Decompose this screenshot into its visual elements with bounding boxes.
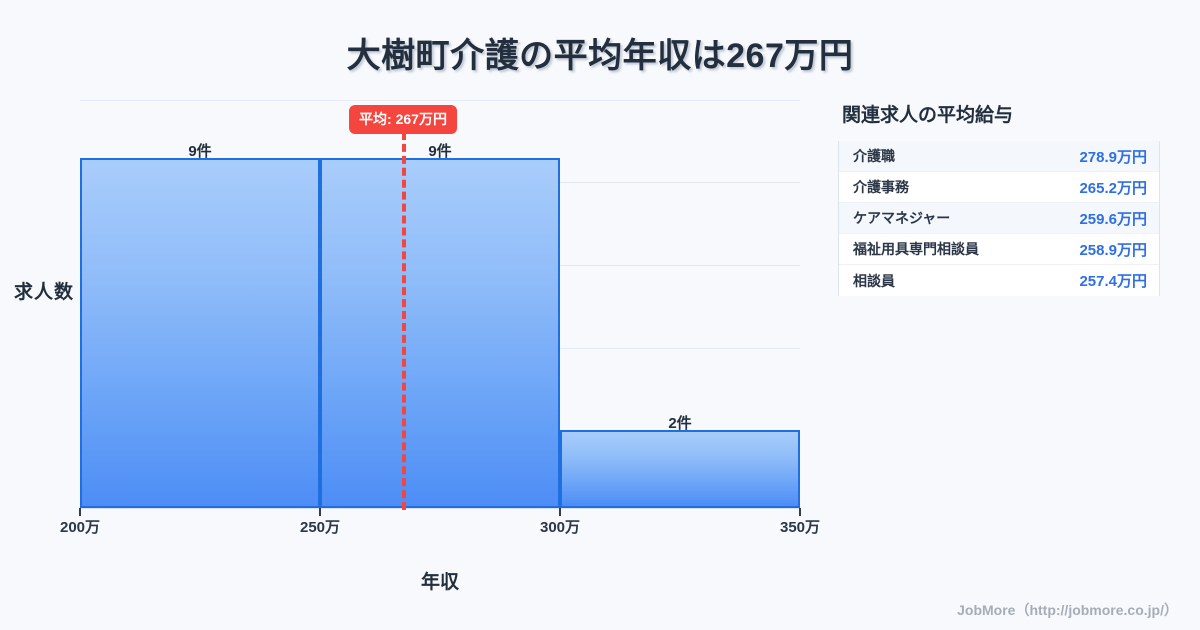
x-axis-line <box>80 508 800 509</box>
job-title-label: 介護事務 <box>853 179 909 195</box>
x-tick-mark <box>319 508 321 516</box>
related-salary-title: 関連求人の平均給与 <box>842 105 1014 126</box>
x-tick-mark <box>559 508 561 516</box>
job-salary-value: 257.4万円 <box>1079 273 1147 290</box>
gridline <box>80 100 800 101</box>
page-title: 大樹町介護の平均年収は267万円 <box>346 37 854 75</box>
table-row[interactable]: 介護職 278.9万円 <box>839 141 1159 172</box>
x-tick-label: 250万 <box>299 519 341 536</box>
y-axis-title: 求人数 <box>14 282 75 303</box>
job-salary-value: 265.2万円 <box>1079 179 1147 197</box>
table-row[interactable]: 介護事務 265.2万円 <box>839 172 1159 203</box>
job-title-label: 介護職 <box>853 148 895 164</box>
average-line <box>402 132 406 510</box>
bar-value-label: 2件 <box>668 415 692 432</box>
histogram-bar[interactable] <box>560 430 800 508</box>
bar-value-label: 9件 <box>428 143 452 160</box>
table-row[interactable]: ケアマネジャー 259.6万円 <box>839 203 1159 234</box>
related-salary-panel: 関連求人の平均給与 介護職 278.9万円 介護事務 265.2万円 ケアマネジ… <box>838 100 1160 296</box>
job-salary-value: 278.9万円 <box>1079 148 1147 166</box>
job-salary-value: 258.9万円 <box>1079 241 1147 259</box>
bar-value-label: 9件 <box>188 143 212 160</box>
histogram-bar[interactable] <box>80 158 320 508</box>
job-title-label: ケアマネジャー <box>853 210 951 226</box>
salary-table: 介護職 278.9万円 介護事務 265.2万円 ケアマネジャー 259.6万円… <box>838 141 1160 296</box>
x-tick-label: 350万 <box>779 519 821 536</box>
job-title-label: 相談員 <box>853 272 895 289</box>
histogram-bar[interactable] <box>320 158 560 508</box>
table-row[interactable]: 相談員 257.4万円 <box>839 265 1159 296</box>
table-row[interactable]: 福祉用具専門相談員 258.9万円 <box>839 234 1159 265</box>
x-axis-title: 年収 <box>420 572 459 593</box>
job-title-label: 福祉用具専門相談員 <box>853 241 979 257</box>
x-tick-label: 300万 <box>539 519 581 536</box>
x-tick-mark <box>799 508 801 516</box>
job-salary-value: 259.6万円 <box>1079 210 1147 228</box>
histogram-chart: 9件 9件 2件 平均: 267万円 200万 250万 300万 350万 年… <box>14 100 821 593</box>
x-tick-mark <box>79 508 81 516</box>
x-tick-label: 200万 <box>59 519 101 536</box>
average-badge: 平均: 267万円 <box>349 105 457 134</box>
plot-area <box>80 100 800 508</box>
footer-credit: JobMore（http://jobmore.co.jp/） <box>957 602 1178 618</box>
